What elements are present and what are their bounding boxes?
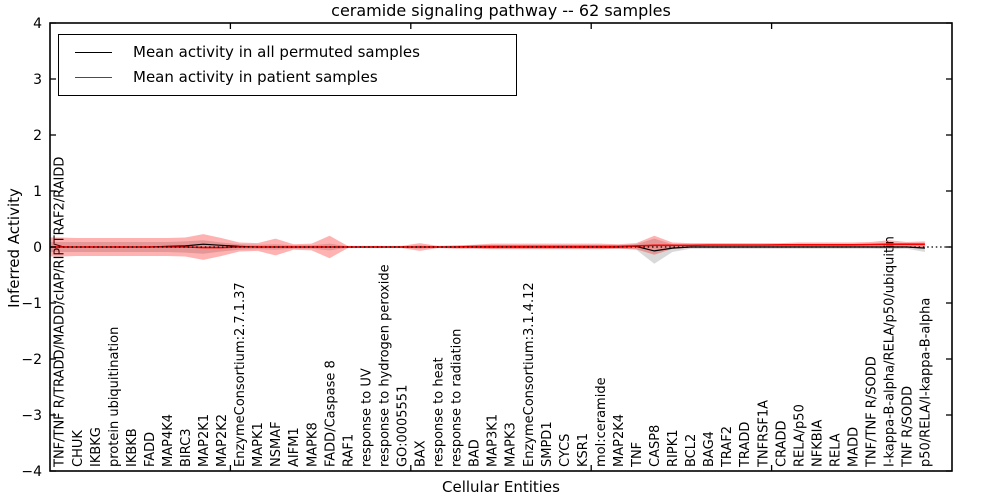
- x-tick-label: GO:0005551: [395, 385, 410, 467]
- x-tick-label: BAD: [468, 439, 483, 467]
- x-tick-label: MADD: [846, 427, 861, 467]
- x-axis-title: Cellular Entities: [442, 478, 560, 496]
- legend-item-permuted: Mean activity in all permuted samples: [59, 45, 516, 60]
- x-tick-label: SMPD1: [540, 421, 555, 467]
- x-tick-label: RIPK1: [666, 429, 681, 467]
- x-tick-label: BAG4: [702, 431, 717, 467]
- x-tick-label: MAP4K4: [161, 414, 176, 467]
- x-tick-label: TNF R/SODD: [901, 386, 916, 468]
- x-tick-label: response to UV: [359, 368, 374, 467]
- y-tick-label: 4: [33, 16, 42, 32]
- x-tick-label: CHUK: [71, 430, 86, 467]
- x-tick-label: response to radiation: [450, 329, 465, 467]
- x-tick-label: mol:ceramide: [594, 377, 609, 467]
- permuted-std-band: [50, 238, 925, 264]
- x-tick-label: NSMAF: [269, 421, 284, 467]
- x-tick-label: NFKBIA: [810, 420, 825, 467]
- legend-label-permuted: Mean activity in all permuted samples: [133, 43, 420, 61]
- y-tick-label: 0: [33, 240, 42, 256]
- legend-item-patient: Mean activity in patient samples: [59, 70, 516, 85]
- x-tick-label: MAP3K1: [486, 414, 501, 467]
- x-tick-label: TNF/TNF R/TRADD/MADD/cIAP/RIP/TRAF2/RAID…: [53, 157, 68, 468]
- x-tick-label: BAX: [414, 440, 429, 467]
- y-tick-label: −1: [21, 296, 42, 312]
- x-tick-label: protein ubiquitination: [107, 327, 122, 467]
- x-tick-label: KSR1: [576, 433, 591, 467]
- x-tick-label: TNF: [630, 442, 645, 468]
- x-tick-label: EnzymeConsortium:2.7.1.37: [233, 282, 248, 467]
- x-tick-label: MAP2K4: [612, 414, 627, 467]
- legend: Mean activity in all permuted samples Me…: [58, 34, 517, 96]
- y-tick-label: 2: [33, 128, 42, 144]
- x-tick-label: CRADD: [774, 421, 789, 468]
- x-tick-label: MAPK1: [251, 422, 266, 467]
- x-tick-label: BIRC3: [179, 429, 194, 468]
- x-tick-label: TNFRSF1A: [756, 400, 771, 468]
- x-tick-label: TRADD: [738, 422, 753, 468]
- patient-line-swatch: [75, 77, 112, 78]
- x-tick-label: AIFM1: [287, 427, 302, 467]
- x-tick-label: TRAF2: [720, 426, 735, 468]
- x-tick-label: MAPK3: [504, 422, 519, 467]
- x-tick-label: TNF/TNF R/SODD: [865, 356, 880, 468]
- x-tick-label: RELA: [828, 433, 843, 467]
- x-tick-label: RELA/p50: [792, 404, 807, 467]
- chart-title: ceramide signaling pathway -- 62 samples: [331, 1, 671, 20]
- x-tick-label: RAF1: [341, 434, 356, 467]
- x-tick-label: IKBKG: [89, 427, 104, 467]
- x-tick-label: MAPK8: [305, 422, 320, 467]
- y-tick-label: 3: [33, 72, 42, 88]
- x-tick-label: MAP2K1: [197, 414, 212, 467]
- y-tick-label: −3: [21, 408, 42, 424]
- y-tick-label: −2: [21, 352, 42, 368]
- y-tick-label: −4: [21, 464, 42, 480]
- x-tick-label: IKBKB: [125, 428, 140, 467]
- x-tick-label: MAP2K2: [215, 414, 230, 467]
- x-tick-label: FADD/Caspase 8: [323, 360, 338, 467]
- x-tick-label: EnzymeConsortium:3.1.4.12: [522, 282, 537, 467]
- legend-label-patient: Mean activity in patient samples: [133, 68, 378, 86]
- x-tick-label: p50/RELA/I-kappa-B-alpha: [919, 298, 934, 467]
- permuted-line-swatch: [75, 52, 112, 53]
- x-tick-label: response to heat: [432, 357, 447, 467]
- x-tick-label: BCL2: [684, 434, 699, 467]
- y-axis-title: Inferred Activity: [5, 188, 23, 308]
- y-tick-label: 1: [33, 184, 42, 200]
- x-tick-label: CASP8: [648, 425, 663, 467]
- x-tick-label: FADD: [143, 432, 158, 467]
- x-tick-label: response to hydrogen peroxide: [377, 264, 392, 467]
- x-tick-label: I-kappa-B-alpha/RELA/p50/ubiquitin: [883, 236, 898, 467]
- x-tick-label: CYCS: [558, 434, 573, 467]
